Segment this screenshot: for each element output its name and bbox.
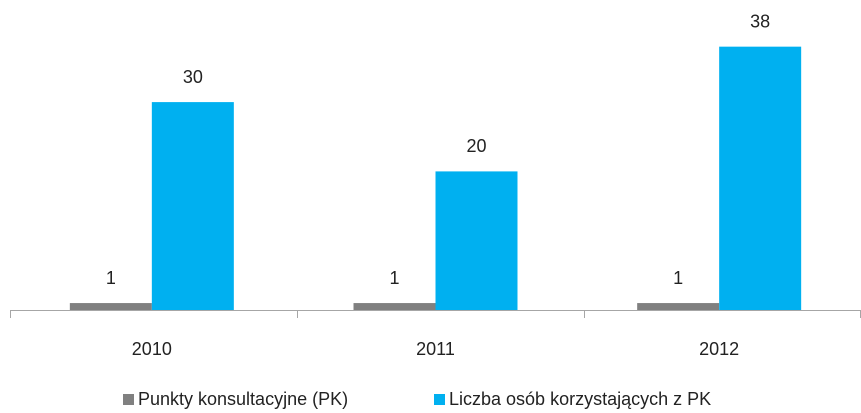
x-tick-label: 2010 [132,339,172,359]
legend-swatch [434,394,445,405]
data-label: 1 [673,268,683,288]
legend-label: Punkty konsultacyjne (PK) [138,389,348,409]
x-tick-label: 2012 [699,339,739,359]
x-tick-label: 2011 [416,339,455,359]
bar [637,303,720,310]
data-label: 1 [106,268,116,288]
legend-label: Liczba osób korzystających z PK [449,389,711,409]
bar [353,303,436,310]
data-label: 1 [389,268,399,288]
data-label: 30 [183,67,203,87]
bar [151,102,234,310]
bar [435,171,518,310]
legend-swatch [123,394,134,405]
data-label: 20 [466,136,486,156]
bar [69,303,152,310]
bar [719,46,802,310]
data-label: 38 [750,11,770,31]
